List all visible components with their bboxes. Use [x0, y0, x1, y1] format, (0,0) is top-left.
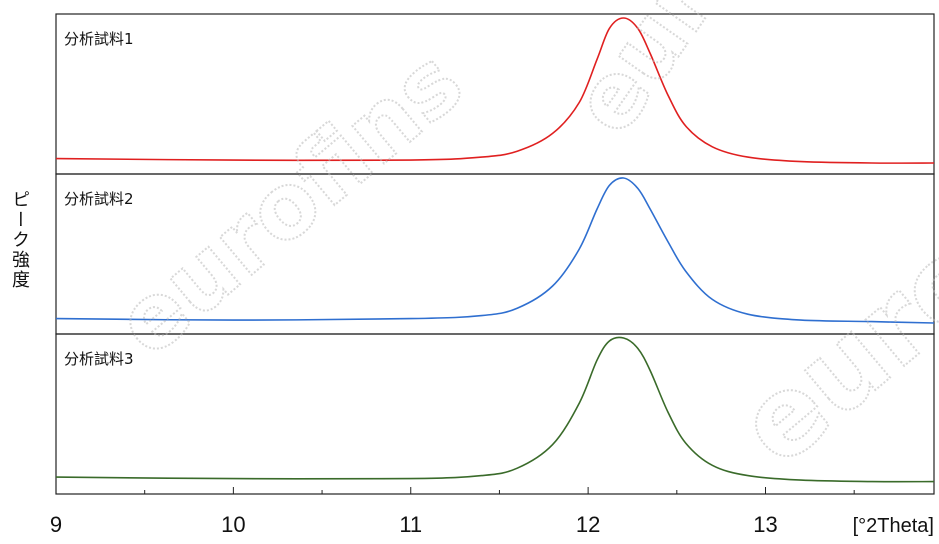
- panel-label: 分析試料2: [64, 190, 134, 208]
- panel-1: 分析試料1: [56, 14, 934, 174]
- y-axis-label: ピーク強度: [4, 190, 32, 330]
- panel-label: 分析試料1: [64, 30, 134, 48]
- x-tick-label: 9: [50, 512, 62, 537]
- watermark: eurofinseurofinseurofins: [97, 0, 939, 490]
- x-tick-label: 13: [753, 512, 777, 537]
- panel-label: 分析試料3: [64, 350, 134, 368]
- watermark-text: eurofins: [552, 0, 876, 153]
- panel-frame: [56, 14, 934, 174]
- x-tick-label: 12: [576, 512, 600, 537]
- series-line-1: [56, 18, 934, 163]
- watermark-text: eurofins: [714, 65, 939, 490]
- x-unit-label: [°2Theta]: [853, 515, 934, 537]
- x-tick-label: 11: [399, 512, 422, 537]
- watermark-text: eurofins: [97, 29, 483, 377]
- x-tick-label: 10: [221, 512, 245, 537]
